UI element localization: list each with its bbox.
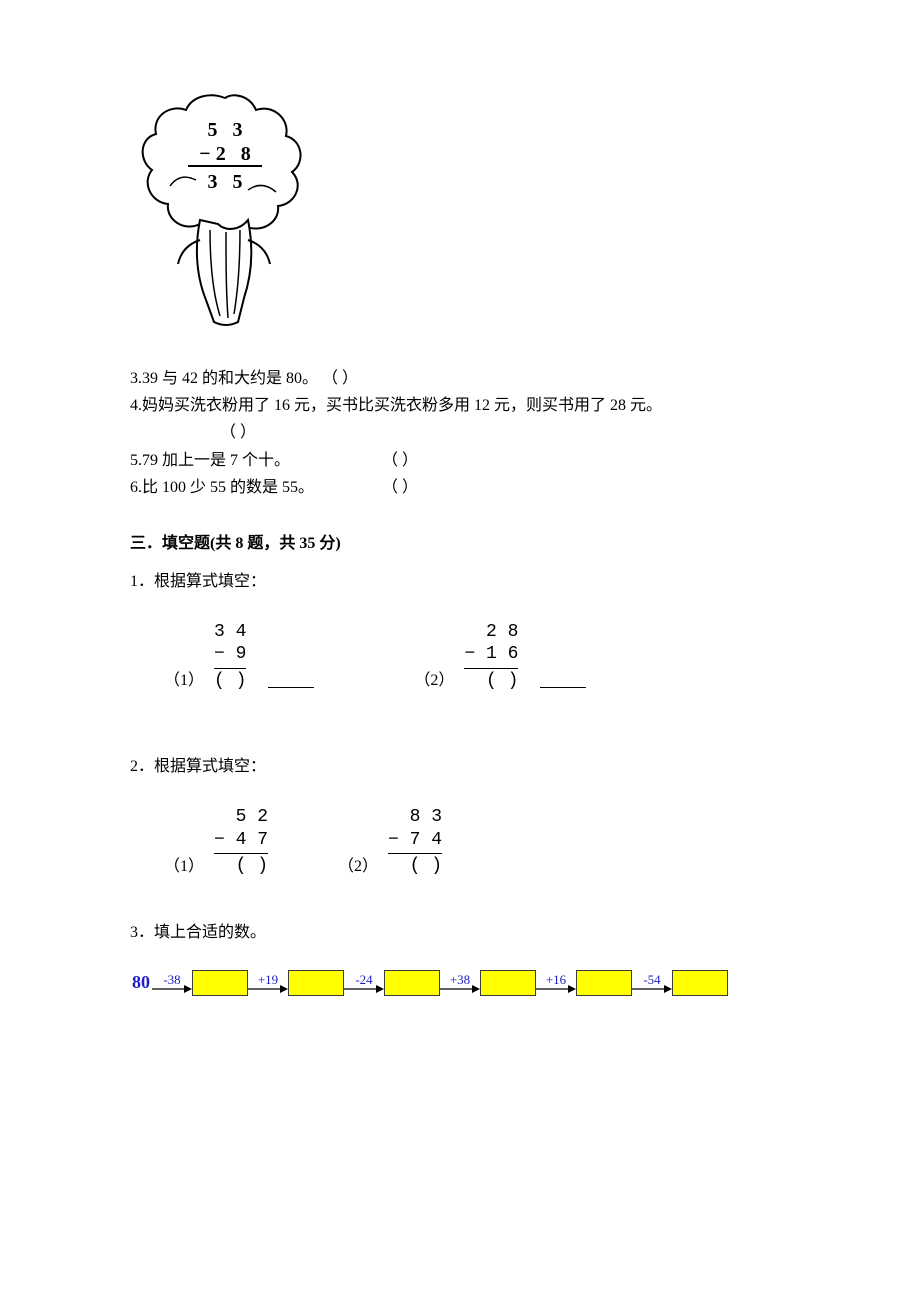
- flow-start: 80: [132, 972, 150, 993]
- tf-item-6: 6. 比 100 少 55 的数是 55。 （ ）: [130, 474, 790, 501]
- row-mid: − 4 7: [214, 829, 268, 852]
- fill-q2b: （2） 8 3 − 7 4 ( ): [338, 806, 442, 878]
- vertical-subtraction: 5 2 − 4 7 ( ): [214, 806, 268, 878]
- flow-op-label: -38: [163, 973, 180, 986]
- fill-q3-stem: 3．填上合适的数。: [130, 918, 790, 942]
- flow-arrow-segment: +19: [248, 971, 288, 994]
- tf-text: 妈妈买洗衣粉用了 16 元，买书比买洗衣粉多用 12 元，则买书用了 28 元。: [142, 392, 662, 419]
- flow-arrow-segment: -54: [632, 971, 672, 994]
- fill-q1b: （2） 2 8 − 1 6 ( ): [414, 621, 586, 693]
- broccoli-illustration: 5 3 − 2 8 3 5: [130, 90, 320, 330]
- row-top: 3 4: [214, 621, 246, 644]
- row-top: 8 3: [388, 806, 442, 829]
- tf-number: 4.: [130, 392, 142, 419]
- flow-arrow-segment: -38: [152, 971, 192, 994]
- tree-row-mid: − 2 8: [199, 143, 250, 165]
- vertical-subtraction: 3 4 − 9 ( ): [214, 621, 246, 693]
- tf-blank: （ ）: [382, 474, 418, 501]
- row-mid: − 1 6: [464, 643, 518, 666]
- tf-item-4-blank: （ ）: [130, 419, 790, 446]
- tree-subtraction-figure: 5 3 − 2 8 3 5: [130, 90, 790, 335]
- fill-q2-calcs: （1） 5 2 − 4 7 ( ) （2） 8 3 − 7 4 ( ): [164, 806, 790, 878]
- tf-item-3: 3. 39 与 42 的和大约是 80。 （ ）: [130, 365, 790, 392]
- row-top: 5 2: [214, 806, 268, 829]
- section-3-heading: 三．填空题(共 8 题，共 35 分): [130, 529, 790, 553]
- answer-blank: [268, 675, 314, 688]
- tf-text: 79 加上一是 7 个十。: [142, 447, 382, 474]
- fill-q2a: （1） 5 2 − 4 7 ( ): [164, 806, 268, 878]
- tf-text: 39 与 42 的和大约是 80。 （ ）: [142, 365, 358, 392]
- flow-op-label: +38: [450, 973, 470, 986]
- answer-blank: [540, 675, 586, 688]
- row-mid: − 7 4: [388, 829, 442, 852]
- tf-blank: （ ）: [220, 419, 256, 446]
- vertical-subtraction: 2 8 − 1 6 ( ): [464, 621, 518, 693]
- flow-op-label: -54: [643, 973, 660, 986]
- vertical-subtraction: 8 3 − 7 4 ( ): [388, 806, 442, 878]
- true-false-list: 3. 39 与 42 的和大约是 80。 （ ） 4. 妈妈买洗衣粉用了 16 …: [130, 365, 790, 501]
- row-result: ( ): [388, 853, 442, 878]
- flow-arrow-segment: +38: [440, 971, 480, 994]
- flow-answer-box: [576, 970, 632, 996]
- tf-text: 比 100 少 55 的数是 55。: [142, 474, 382, 501]
- flow-answer-box: [672, 970, 728, 996]
- flow-answer-box: [384, 970, 440, 996]
- flow-op-label: +19: [258, 973, 278, 986]
- calc-label: （2）: [414, 666, 454, 692]
- tf-number: 6.: [130, 474, 142, 501]
- calc-label: （2）: [338, 852, 378, 878]
- tree-row-top: 5 3: [208, 119, 243, 141]
- tf-item-5: 5. 79 加上一是 7 个十。 （ ）: [130, 447, 790, 474]
- tf-number: 5.: [130, 447, 142, 474]
- flow-answer-box: [192, 970, 248, 996]
- flow-arrow-segment: -24: [344, 971, 384, 994]
- tree-row-bot: 3 5: [208, 171, 243, 193]
- calc-label: （1）: [164, 666, 204, 692]
- row-mid: − 9: [214, 643, 246, 666]
- fill-q1-stem: 1．根据算式填空：: [130, 567, 790, 591]
- calc-label: （1）: [164, 852, 204, 878]
- row-top: 2 8: [464, 621, 518, 644]
- fill-q1a: （1） 3 4 − 9 ( ): [164, 621, 314, 693]
- fill-q1-calcs: （1） 3 4 − 9 ( ) （2） 2 8 − 1 6 ( ): [164, 621, 790, 693]
- tf-number: 3.: [130, 365, 142, 392]
- row-result: ( ): [214, 853, 268, 878]
- row-result: ( ): [214, 668, 246, 693]
- flow-op-label: -24: [355, 973, 372, 986]
- flow-chain: 80 -38 +19 -24 +38 +16 -54: [132, 970, 790, 996]
- row-result: ( ): [464, 668, 518, 693]
- flow-arrow-segment: +16: [536, 971, 576, 994]
- flow-op-label: +16: [546, 973, 566, 986]
- fill-q2-stem: 2．根据算式填空：: [130, 752, 790, 776]
- tf-item-4: 4. 妈妈买洗衣粉用了 16 元，买书比买洗衣粉多用 12 元，则买书用了 28…: [130, 392, 790, 419]
- flow-answer-box: [480, 970, 536, 996]
- tf-blank: （ ）: [382, 447, 418, 474]
- flow-answer-box: [288, 970, 344, 996]
